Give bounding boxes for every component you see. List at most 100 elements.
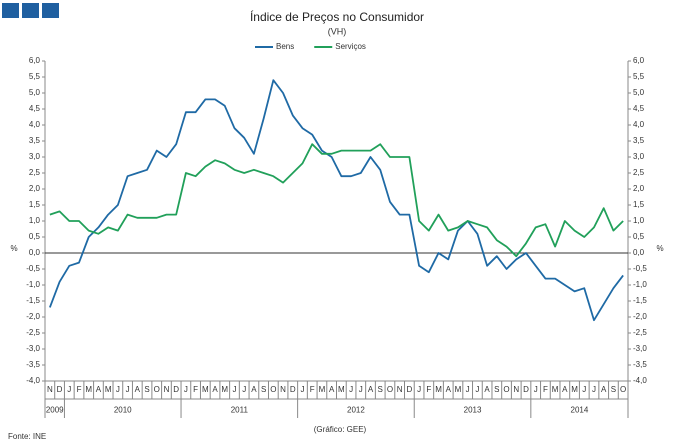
y2-tick-label: 2,5	[633, 168, 645, 177]
y-tick-label: -3,0	[26, 344, 40, 353]
series-line	[49, 79, 624, 322]
y-tick-label: 1,5	[29, 200, 41, 209]
x-tick-label: J	[349, 385, 353, 394]
x-tick-label: O	[503, 385, 509, 394]
year-label: 2014	[571, 406, 589, 415]
y2-tick-label: 0,5	[633, 232, 645, 241]
x-tick-label: N	[47, 385, 53, 394]
y2-tick-label: 5,5	[633, 72, 645, 81]
y2-tick-label: 6,0	[633, 56, 645, 65]
y-tick-label: 3,0	[29, 152, 41, 161]
x-tick-label: F	[543, 385, 548, 394]
x-tick-label: J	[242, 385, 246, 394]
x-tick-label: O	[270, 385, 276, 394]
x-tick-label: J	[582, 385, 586, 394]
logo-square	[2, 3, 19, 18]
year-label: 2013	[464, 406, 482, 415]
x-tick-label: A	[251, 385, 257, 394]
y-tick-label: 2,0	[29, 184, 41, 193]
x-tick-label: N	[280, 385, 286, 394]
x-tick-label: M	[455, 385, 462, 394]
y2-axis-label: %	[656, 244, 663, 253]
logo-square	[22, 3, 39, 18]
x-tick-label: J	[232, 385, 236, 394]
y2-tick-label: 2,0	[633, 184, 645, 193]
y2-tick-label: -1,5	[633, 296, 647, 305]
y2-tick-label: 1,5	[633, 200, 645, 209]
x-tick-label: N	[164, 385, 170, 394]
y2-tick-label: 5,0	[633, 88, 645, 97]
x-tick-label: A	[212, 385, 218, 394]
x-tick-label: F	[426, 385, 431, 394]
legend-label: Serviços	[335, 42, 366, 51]
year-label: 2009	[46, 406, 64, 415]
x-tick-label: A	[562, 385, 568, 394]
y2-tick-label: -1,0	[633, 280, 647, 289]
x-tick-label: M	[435, 385, 442, 394]
y-tick-label: 5,5	[29, 72, 41, 81]
x-tick-label: D	[173, 385, 179, 394]
y-tick-label: 0,5	[29, 232, 41, 241]
x-tick-label: M	[105, 385, 112, 394]
y2-tick-label: 3,5	[633, 136, 645, 145]
x-tick-label: J	[184, 385, 188, 394]
x-tick-label: O	[620, 385, 626, 394]
y-tick-label: -4,0	[26, 376, 40, 385]
x-tick-label: A	[484, 385, 490, 394]
y2-tick-label: 1,0	[633, 216, 645, 225]
x-tick-label: J	[417, 385, 421, 394]
y2-tick-label: 4,5	[633, 104, 645, 113]
x-tick-label: S	[611, 385, 616, 394]
y-tick-label: 5,0	[29, 88, 41, 97]
y-tick-label: -0,5	[26, 264, 40, 273]
x-tick-label: S	[144, 385, 149, 394]
chart-subtitle: (VH)	[328, 26, 347, 36]
x-tick-label: A	[135, 385, 141, 394]
x-tick-label: S	[378, 385, 383, 394]
x-tick-label: D	[57, 385, 63, 394]
y2-tick-label: 0,0	[633, 248, 645, 257]
x-tick-label: J	[116, 385, 120, 394]
x-tick-label: J	[359, 385, 363, 394]
year-label: 2010	[114, 406, 132, 415]
x-tick-label: A	[601, 385, 607, 394]
x-tick-label: S	[494, 385, 499, 394]
y2-tick-label: -2,5	[633, 328, 647, 337]
legend-label: Bens	[276, 42, 294, 51]
series-line	[49, 143, 624, 258]
y-tick-label: 4,0	[29, 120, 41, 129]
x-tick-label: A	[96, 385, 102, 394]
y-tick-label: 6,0	[29, 56, 41, 65]
y-tick-label: -2,0	[26, 312, 40, 321]
x-tick-label: A	[329, 385, 335, 394]
x-tick-label: N	[513, 385, 519, 394]
x-tick-label: N	[397, 385, 403, 394]
x-tick-label: M	[202, 385, 209, 394]
y-tick-label: 1,0	[29, 216, 41, 225]
year-label: 2012	[347, 406, 365, 415]
y-tick-label: -1,5	[26, 296, 40, 305]
y2-tick-label: -2,0	[633, 312, 647, 321]
x-tick-label: D	[523, 385, 529, 394]
y2-tick-label: -4,0	[633, 376, 647, 385]
y2-tick-label: 4,0	[633, 120, 645, 129]
y-tick-label: 2,5	[29, 168, 41, 177]
y2-tick-label: -3,0	[633, 344, 647, 353]
x-tick-label: F	[77, 385, 82, 394]
x-tick-label: D	[406, 385, 412, 394]
x-tick-label: M	[552, 385, 559, 394]
y2-tick-label: -3,5	[633, 360, 647, 369]
x-tick-label: J	[126, 385, 130, 394]
y-tick-label: -1,0	[26, 280, 40, 289]
x-tick-label: O	[387, 385, 393, 394]
chart-title: Índice de Preços no Consumidor	[250, 9, 424, 24]
x-tick-label: S	[261, 385, 266, 394]
note: (Gráfico: GEE)	[314, 425, 367, 434]
x-tick-label: O	[154, 385, 160, 394]
x-tick-label: A	[446, 385, 452, 394]
y-tick-label: -2,5	[26, 328, 40, 337]
x-tick-label: M	[221, 385, 228, 394]
x-tick-label: J	[592, 385, 596, 394]
x-tick-label: M	[85, 385, 92, 394]
